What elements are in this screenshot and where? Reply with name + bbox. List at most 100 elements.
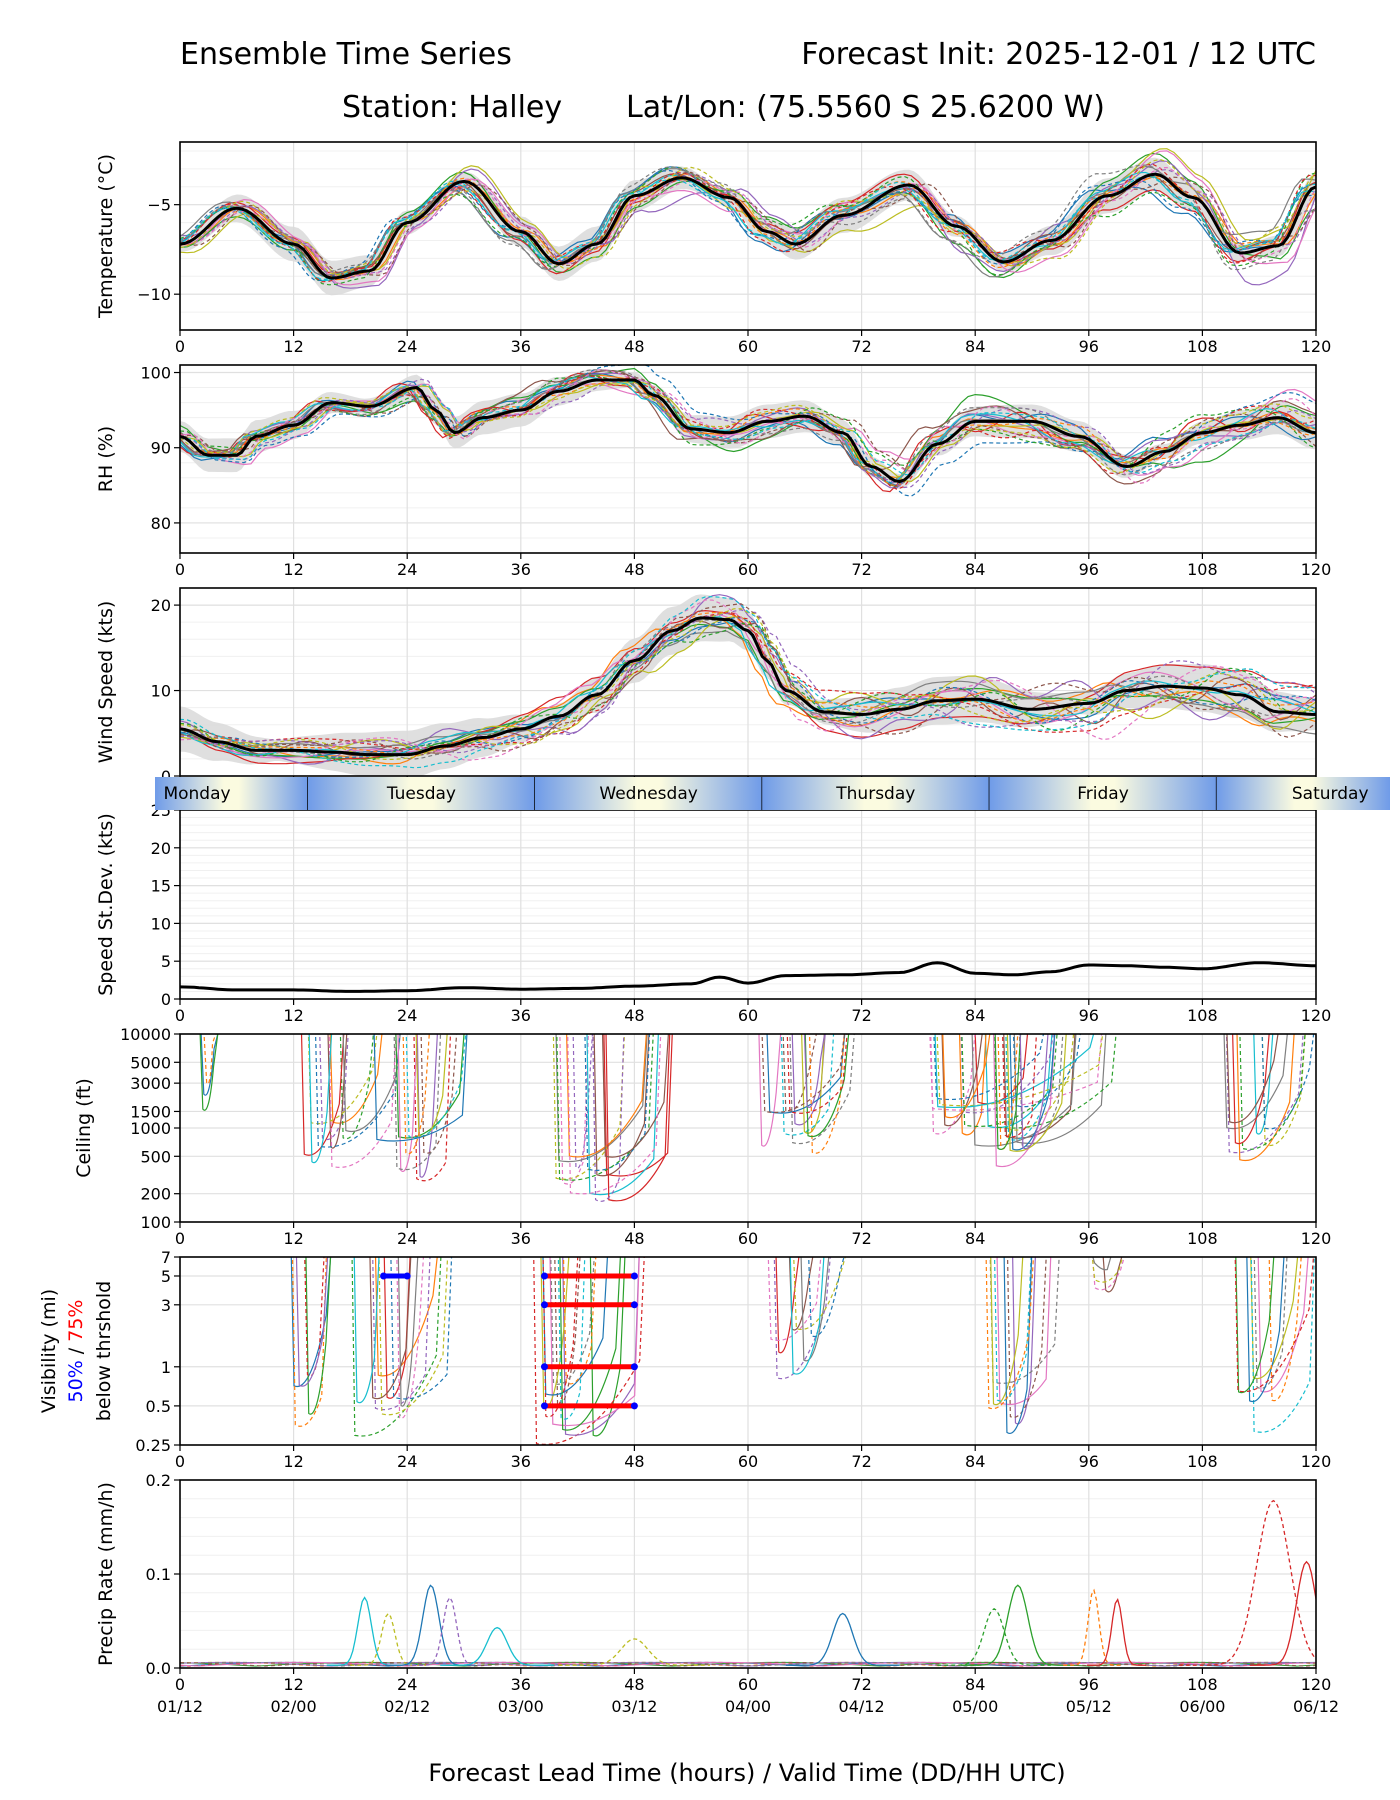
member-trace — [291, 1257, 327, 1427]
member-trace — [542, 1257, 609, 1396]
member-trace — [984, 1034, 1053, 1129]
y-axis-label: Precip Rate (mm/h) — [95, 1482, 117, 1666]
x-tick-label: 36 — [511, 1452, 531, 1471]
member-trace — [1012, 1257, 1036, 1425]
member-trace — [328, 1034, 397, 1168]
member-trace — [993, 1257, 1032, 1402]
vis-sep-label: / — [65, 1342, 87, 1360]
panel-temperature: −10 −5 0 12 24 36 48 60 72 84 96 108 120 Temperature … — [95, 141, 1332, 356]
x-tick-label: 48 — [624, 1006, 644, 1025]
x-tick-label: 72 — [851, 1452, 871, 1471]
precip-peak — [385, 1584, 476, 1666]
member-trace — [1005, 1034, 1075, 1131]
y-tick-label: 0.0 — [146, 1659, 171, 1678]
y-axis-label: Temperature (°C) — [95, 154, 117, 319]
valid-time-label: 06/12 — [1293, 1697, 1339, 1716]
x-tick-label: 120 — [1301, 1675, 1332, 1694]
y-axis-label-threshold: 50% / 75% — [65, 1300, 87, 1403]
y-tick-label: 10000 — [120, 1025, 171, 1044]
member-trace — [351, 1257, 442, 1437]
member-line-16 — [180, 369, 1316, 473]
plot-area-rh — [180, 365, 1316, 497]
member-trace — [586, 1034, 659, 1196]
member-trace — [397, 1257, 419, 1407]
x-tick-label: 84 — [965, 1006, 985, 1025]
member-line-9 — [180, 381, 1316, 483]
y-tick-label: 3000 — [130, 1074, 171, 1093]
member-line-3 — [180, 152, 1316, 280]
station-latlon: Lat/Lon: (75.5560 S 25.6200 W) — [626, 90, 1105, 125]
member-trace — [593, 1034, 650, 1177]
x-tick-label: 84 — [965, 560, 985, 579]
member-trace — [1003, 1257, 1033, 1435]
x-tick-label: 96 — [1079, 337, 1099, 356]
y-tick-label: 15 — [151, 877, 171, 896]
member-trace — [786, 1034, 848, 1114]
forecast-init: Forecast Init: 2025-12-01 / 12 UTC — [801, 37, 1316, 72]
valid-time-label: 06/00 — [1179, 1697, 1225, 1716]
plot-area-speed_stdev — [180, 961, 1316, 993]
y-axis-label: Ceiling (ft) — [73, 1078, 95, 1178]
x-tick-label: 108 — [1187, 560, 1218, 579]
y-tick-label: −10 — [137, 285, 171, 304]
y-tick-label: 0.2 — [146, 1471, 171, 1490]
x-tick-label: 72 — [851, 1006, 871, 1025]
x-tick-label: 24 — [397, 1675, 417, 1694]
member-trace — [808, 1034, 845, 1154]
member-trace — [200, 1034, 219, 1096]
x-tick-label: 36 — [511, 1006, 531, 1025]
ensemble-mean-line — [180, 172, 1316, 280]
member-trace — [941, 1034, 983, 1127]
member-trace — [761, 1034, 846, 1114]
x-axis-label: Forecast Lead Time (hours) / Valid Time … — [428, 1759, 1065, 1787]
y-tick-label: 1 — [161, 1358, 171, 1377]
member-trace — [416, 1034, 438, 1178]
member-trace — [789, 1034, 855, 1145]
x-tick-label: 12 — [283, 1006, 303, 1025]
y-tick-label: 10 — [151, 914, 171, 933]
member-trace — [971, 1034, 1077, 1147]
member-trace — [572, 1034, 594, 1169]
x-tick-label: 0 — [175, 560, 185, 579]
ensemble-mean-line — [180, 961, 1316, 993]
vis-50-label: 50% — [65, 1360, 87, 1402]
member-line-17 — [180, 599, 1316, 761]
x-tick-label: 96 — [1079, 1452, 1099, 1471]
day-segment — [762, 777, 990, 810]
member-line-15 — [180, 378, 1316, 489]
ensemble-mean-line — [180, 378, 1316, 484]
member-trace — [1092, 1257, 1112, 1271]
member-trace — [559, 1034, 589, 1185]
day-segment — [155, 777, 308, 810]
precip-peak — [326, 1596, 403, 1666]
member-trace — [1261, 1034, 1315, 1130]
precip-peak — [1063, 1588, 1123, 1666]
x-tick-label: 12 — [283, 1229, 303, 1248]
precip-peak — [1178, 1499, 1316, 1666]
member-trace — [989, 1257, 1060, 1384]
member-trace — [793, 1257, 846, 1331]
threshold-bar-end — [403, 1272, 411, 1280]
x-tick-label: 120 — [1301, 337, 1332, 356]
member-trace — [992, 1034, 1056, 1168]
day-band: Monday Tuesday Wednesday Thursday Friday Satu… — [155, 777, 1390, 810]
member-line-14 — [180, 375, 1316, 491]
day-label: Wednesday — [599, 784, 697, 804]
member-line-20 — [180, 175, 1316, 281]
y-tick-label: 0 — [161, 990, 171, 1009]
member-trace — [1236, 1034, 1295, 1162]
y-tick-label: 20 — [151, 839, 171, 858]
y-tick-label: 0.1 — [146, 1565, 171, 1584]
x-tick-label: 48 — [624, 1452, 644, 1471]
x-tick-label: 0 — [175, 1675, 185, 1694]
member-trace — [203, 1034, 217, 1085]
member-trace — [758, 1034, 782, 1147]
valid-time-label: 02/00 — [271, 1697, 317, 1716]
precip-peak — [961, 1584, 1075, 1666]
vis-75-label: 75% — [65, 1300, 87, 1342]
member-trace — [1253, 1257, 1288, 1389]
member-trace — [555, 1034, 648, 1163]
y-tick-label: 0 — [161, 767, 171, 786]
member-line-19 — [180, 383, 1316, 479]
day-label: Saturday — [1292, 784, 1369, 804]
